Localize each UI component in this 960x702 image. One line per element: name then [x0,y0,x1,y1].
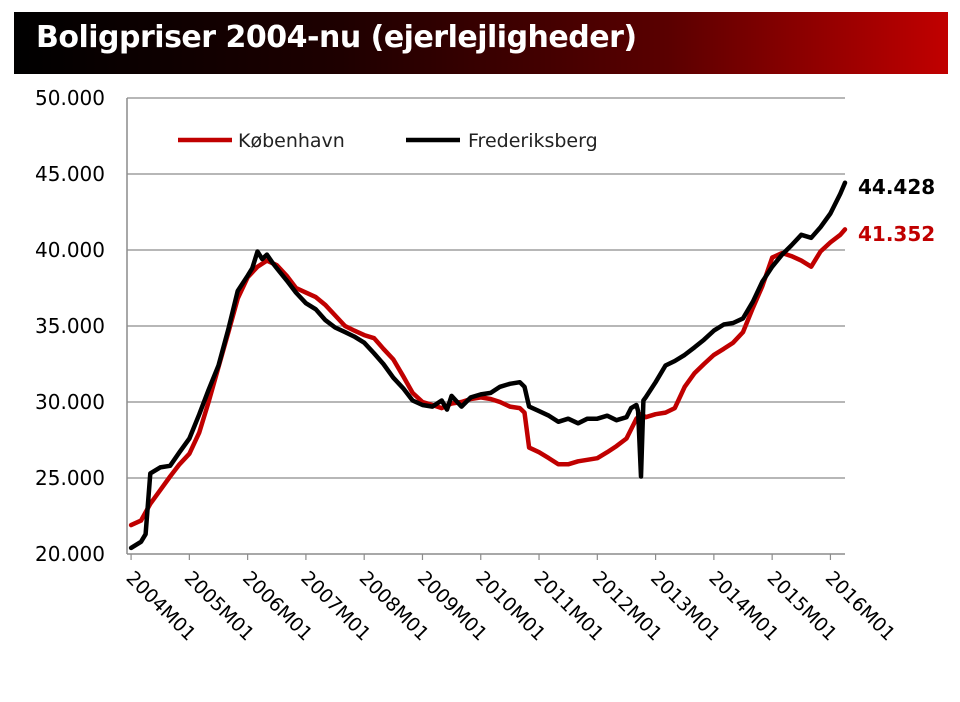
y-tick-label: 35.000 [35,314,105,338]
series-line-kobenhavn [128,227,848,528]
y-axis-ticks: 20.000 25.000 30.000 35.000 40.000 45.000 50.0… [35,86,105,566]
y-tick-label: 20.000 [35,542,105,566]
y-tick-label: 50.000 [35,86,105,110]
x-axis-ticks: 2004M012005M012006M012007M012008M012009M… [122,554,899,645]
end-labels: 41.352 44.428 [858,175,935,246]
y-tick-label: 25.000 [35,466,105,490]
gridlines [127,97,845,479]
series-line-frederiksberg [128,180,848,551]
legend-label: København [238,130,345,152]
end-value-label: 41.352 [858,222,935,246]
chart-title: Boligpriser 2004-nu (ejerlejligheder) [36,20,637,55]
legend: København Frederiksberg [178,130,598,152]
end-value-label: 44.428 [858,175,935,199]
y-tick-label: 45.000 [35,162,105,186]
title-banner: Boligpriser 2004-nu (ejerlejligheder) [14,12,948,74]
legend-label: Frederiksberg [468,130,598,152]
series-lines [128,180,848,551]
axes [126,98,845,555]
y-tick-label: 40.000 [35,238,105,262]
y-tick-label: 30.000 [35,390,105,414]
